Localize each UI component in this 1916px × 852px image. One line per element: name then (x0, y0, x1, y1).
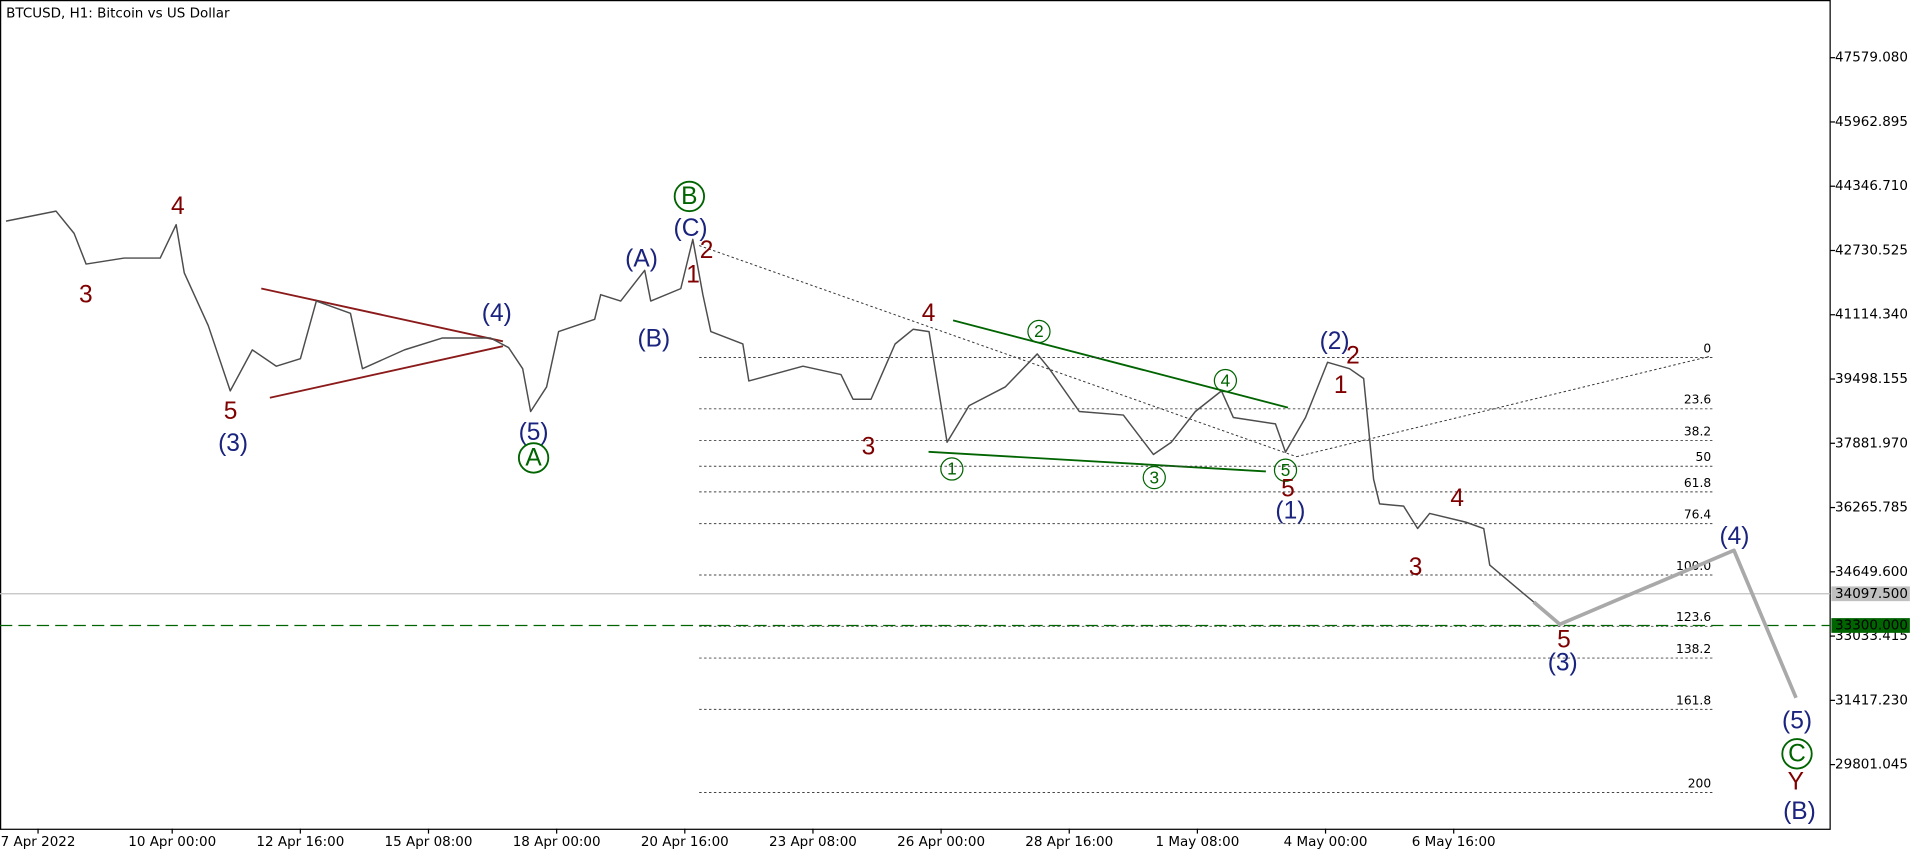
triangle-line (269, 345, 504, 399)
wedge-line (928, 450, 1266, 473)
price-line-series (5, 210, 1535, 603)
y-tick-label: 36265.785 (1835, 500, 1908, 516)
y-tick-label: 31417.230 (1835, 692, 1908, 708)
fib-label: 61.8 (1684, 476, 1711, 490)
x-tick-label: 10 Apr 00:00 (128, 834, 216, 850)
fib-label: 138.2 (1676, 642, 1711, 656)
price-tag (1831, 618, 1910, 633)
wave-label: 1 (947, 459, 957, 479)
wave-label: 4 (171, 193, 185, 220)
fib-label: 161.8 (1676, 693, 1711, 707)
fib-label: 23.6 (1684, 393, 1711, 407)
price-tag (1831, 586, 1910, 602)
wave-label: 3 (1149, 467, 1159, 487)
wave-label: (B) (1783, 798, 1816, 825)
y-tick-label: 29801.045 (1835, 757, 1908, 773)
y-tick-label: 41114.340 (1835, 307, 1908, 323)
wave-label: 5 (1281, 460, 1291, 480)
wave-label: (4) (1719, 523, 1749, 550)
fib-label: 38.2 (1684, 424, 1711, 438)
wave-label: (3) (218, 430, 248, 457)
x-tick-label: 7 Apr 2022 (1, 834, 76, 850)
fib-label: 0 (1703, 341, 1711, 355)
wave-label: 1 (1334, 372, 1348, 399)
wave-label: (3) (1548, 650, 1578, 677)
y-tick-label: 39498.155 (1835, 371, 1908, 387)
wave-label: (A) (625, 246, 658, 273)
triangle-line (261, 287, 504, 343)
wave-label: (C) (674, 215, 708, 242)
fib-label: 200 (1688, 776, 1711, 790)
y-tick-label: 42730.525 (1835, 242, 1908, 258)
wave-label: 3 (1409, 554, 1423, 581)
price-tag-label: 34097.500 (1835, 586, 1908, 602)
y-tick-label: 47579.080 (1835, 50, 1908, 66)
wave-circle (1142, 465, 1166, 490)
x-tick-label: 26 Apr 00:00 (897, 834, 985, 850)
x-tick-label: 4 May 00:00 (1284, 834, 1368, 850)
x-tick-label: 28 Apr 16:00 (1025, 834, 1113, 850)
wave-label: (2) (1320, 328, 1350, 355)
price-tag-label: 33300.000 (1835, 617, 1908, 633)
x-tick-label: 20 Apr 16:00 (641, 834, 729, 850)
wave-label: 2 (1034, 321, 1044, 341)
y-tick-label: 37881.970 (1835, 435, 1908, 451)
fib-label: 123.6 (1676, 610, 1711, 624)
wave-circle (1027, 319, 1051, 344)
wave-label: C (1788, 740, 1806, 767)
x-tick-label: 18 Apr 00:00 (513, 834, 601, 850)
wave-circle (1273, 458, 1298, 482)
chart-title: BTCUSD, H1: Bitcoin vs US Dollar (6, 6, 230, 22)
wave-label: 4 (922, 300, 936, 327)
x-tick-label: 15 Apr 08:00 (385, 834, 473, 850)
plot-frame (0, 0, 1831, 830)
wave-label: Y (1788, 769, 1804, 796)
wave-label: 2 (700, 237, 714, 264)
wave-circle (1213, 368, 1238, 393)
wave-circle (673, 180, 706, 213)
x-tick-label: 6 May 16:00 (1412, 834, 1496, 850)
wave-label: 4 (1221, 370, 1231, 390)
fib-label: 76.4 (1684, 508, 1711, 522)
fibo-trend-line (1296, 355, 1712, 458)
wave-label: B (681, 183, 697, 210)
wave-label: 4 (1450, 485, 1464, 512)
wave-label: (5) (1782, 707, 1812, 734)
wave-label: 3 (862, 434, 876, 461)
fib-label: 50 (1696, 450, 1712, 464)
wave-label: A (525, 445, 542, 472)
wave-label: (B) (637, 326, 670, 353)
x-tick-label: 1 May 08:00 (1155, 834, 1239, 850)
wave-label: (4) (482, 300, 512, 327)
y-tick-label: 45962.895 (1835, 114, 1908, 130)
y-tick-label: 44346.710 (1835, 178, 1908, 194)
wave-label: 1 (686, 262, 700, 289)
wave-label: (1) (1275, 497, 1305, 524)
wave-circle (940, 457, 964, 481)
wave-label: 5 (1557, 626, 1571, 653)
projection-path (1532, 548, 1798, 699)
y-tick-label: 34649.600 (1835, 564, 1908, 580)
wedge-line (952, 319, 1289, 409)
wave-label: 5 (224, 398, 238, 425)
x-tick-label: 23 Apr 08:00 (769, 834, 857, 850)
wave-label: 3 (79, 281, 93, 308)
x-tick-label: 12 Apr 16:00 (256, 834, 344, 850)
wave-label: 2 (1346, 343, 1360, 370)
wave-circle (1781, 738, 1813, 770)
wave-label: (5) (519, 419, 549, 446)
wave-circle (517, 442, 550, 474)
wave-label: 5 (1281, 475, 1295, 502)
